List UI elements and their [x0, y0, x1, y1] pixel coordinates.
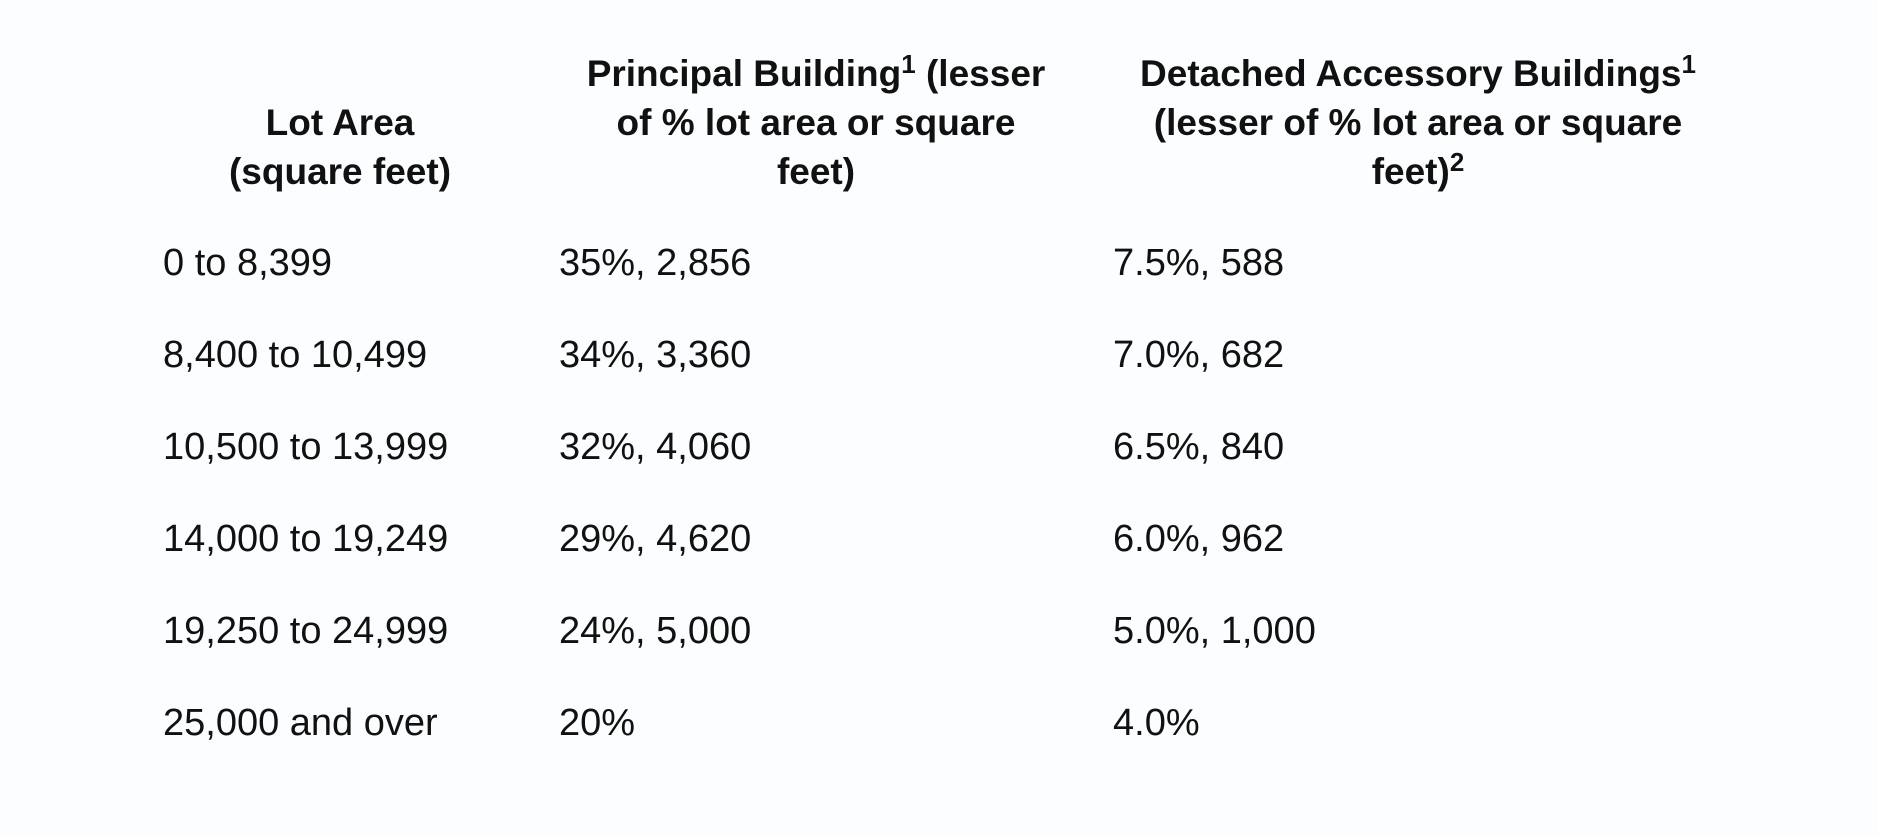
- header-principal-line1: Principal Building1 (lesser: [538, 49, 1094, 98]
- footnote-marker: 1: [901, 49, 916, 79]
- table-row: 0 to 8,399 35%, 2,856 7.5%, 588: [0, 233, 1878, 293]
- header-principal-tail: (lesser: [915, 53, 1046, 94]
- footnote-marker: 2: [1449, 147, 1465, 177]
- principal-building-cell: 35%, 2,856: [559, 242, 752, 284]
- header-principal-line3: feet): [776, 151, 856, 192]
- detached-accessory-cell: 4.0%: [1113, 702, 1200, 744]
- table-row: 14,000 to 19,249 29%, 4,620 6.0%, 962: [0, 509, 1878, 569]
- header-detached-line2: (lesser of % lot area or square: [1153, 102, 1683, 143]
- header-detached-line3: feet)2: [1098, 147, 1738, 196]
- header-detached-title: Detached Accessory Buildings: [1140, 53, 1682, 94]
- header-detached-line3-text: feet): [1371, 151, 1450, 192]
- lot-area-cell: 19,250 to 24,999: [163, 610, 449, 652]
- header-lot-area: Lot Area (square feet): [180, 98, 500, 196]
- header-detached-line1: Detached Accessory Buildings1: [1098, 49, 1738, 98]
- header-principal-building: Principal Building1 (lesser of % lot are…: [538, 49, 1094, 196]
- header-principal-title: Principal Building: [586, 53, 902, 94]
- detached-accessory-cell: 6.5%, 840: [1113, 426, 1285, 468]
- table-row: 25,000 and over 20% 4.0%: [0, 693, 1878, 753]
- header-lot-area-line2: (square feet): [228, 151, 452, 192]
- lot-area-cell: 10,500 to 13,999: [163, 426, 449, 468]
- principal-building-cell: 34%, 3,360: [559, 334, 752, 376]
- detached-accessory-cell: 6.0%, 962: [1113, 518, 1285, 560]
- principal-building-cell: 20%: [559, 702, 636, 744]
- table-row: 19,250 to 24,999 24%, 5,000 5.0%, 1,000: [0, 601, 1878, 661]
- lot-area-cell: 8,400 to 10,499: [163, 334, 428, 376]
- detached-accessory-cell: 7.0%, 682: [1113, 334, 1285, 376]
- lot-area-cell: 0 to 8,399: [163, 242, 333, 284]
- principal-building-cell: 32%, 4,060: [559, 426, 752, 468]
- table-row: 10,500 to 13,999 32%, 4,060 6.5%, 840: [0, 417, 1878, 477]
- footnote-marker: 1: [1681, 49, 1696, 79]
- principal-building-cell: 29%, 4,620: [559, 518, 752, 560]
- lot-area-cell: 14,000 to 19,249: [163, 518, 449, 560]
- header-detached-accessory: Detached Accessory Buildings1 (lesser of…: [1098, 49, 1738, 196]
- detached-accessory-cell: 5.0%, 1,000: [1113, 610, 1316, 652]
- header-principal-line2: of % lot area or square: [616, 102, 1016, 143]
- lot-area-cell: 25,000 and over: [163, 702, 438, 744]
- table-row: 8,400 to 10,499 34%, 3,360 7.0%, 682: [0, 325, 1878, 385]
- detached-accessory-cell: 7.5%, 588: [1113, 242, 1285, 284]
- principal-building-cell: 24%, 5,000: [559, 610, 752, 652]
- header-lot-area-line1: Lot Area: [265, 102, 415, 143]
